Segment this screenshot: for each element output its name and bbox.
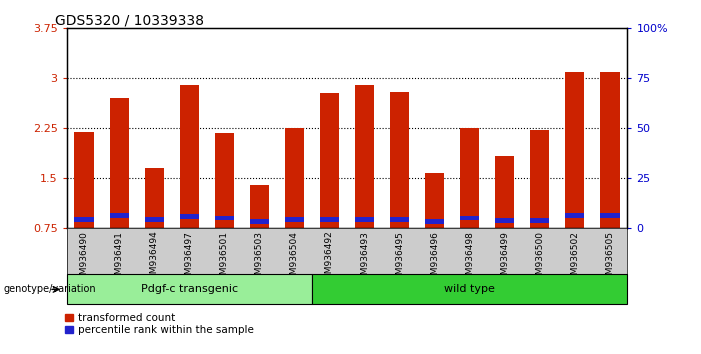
Text: GSM936492: GSM936492 bbox=[325, 231, 334, 285]
Bar bbox=[565, 72, 585, 228]
Bar bbox=[530, 218, 550, 223]
Bar bbox=[390, 92, 409, 228]
Bar bbox=[179, 85, 199, 228]
Text: wild type: wild type bbox=[444, 284, 495, 295]
Bar bbox=[600, 213, 620, 218]
Bar bbox=[67, 274, 312, 304]
Bar bbox=[390, 217, 409, 222]
Text: GSM936495: GSM936495 bbox=[395, 231, 404, 286]
Text: GSM936498: GSM936498 bbox=[465, 231, 474, 286]
Bar bbox=[495, 218, 515, 223]
Bar bbox=[74, 217, 94, 222]
Bar bbox=[320, 217, 339, 222]
Bar bbox=[179, 214, 199, 219]
Bar bbox=[250, 219, 269, 224]
Text: GSM936500: GSM936500 bbox=[536, 231, 544, 286]
Legend: transformed count, percentile rank within the sample: transformed count, percentile rank withi… bbox=[64, 313, 254, 335]
Bar bbox=[74, 132, 94, 228]
Bar bbox=[495, 156, 515, 228]
Bar bbox=[250, 185, 269, 228]
Text: GDS5320 / 10339338: GDS5320 / 10339338 bbox=[55, 13, 205, 27]
Bar bbox=[144, 169, 164, 228]
Bar bbox=[320, 93, 339, 228]
Bar bbox=[109, 213, 129, 218]
Text: GSM936503: GSM936503 bbox=[255, 231, 264, 286]
Text: GSM936496: GSM936496 bbox=[430, 231, 439, 286]
Bar bbox=[600, 72, 620, 228]
Text: GSM936505: GSM936505 bbox=[606, 231, 614, 286]
Bar bbox=[425, 219, 444, 224]
Bar bbox=[285, 129, 304, 228]
Text: GSM936501: GSM936501 bbox=[220, 231, 229, 286]
Bar bbox=[460, 129, 479, 228]
Text: GSM936499: GSM936499 bbox=[501, 231, 509, 286]
Bar bbox=[215, 216, 234, 220]
Text: GSM936497: GSM936497 bbox=[185, 231, 193, 286]
Bar bbox=[565, 213, 585, 218]
Bar bbox=[312, 274, 627, 304]
Text: GSM936494: GSM936494 bbox=[150, 231, 158, 285]
Bar bbox=[109, 98, 129, 228]
Text: GSM936504: GSM936504 bbox=[290, 231, 299, 286]
Text: genotype/variation: genotype/variation bbox=[4, 284, 96, 295]
Bar bbox=[285, 217, 304, 222]
Bar bbox=[355, 85, 374, 228]
Bar bbox=[425, 173, 444, 228]
Text: GSM936491: GSM936491 bbox=[115, 231, 123, 286]
Text: GSM936493: GSM936493 bbox=[360, 231, 369, 286]
Bar bbox=[530, 130, 550, 228]
Bar bbox=[215, 133, 234, 228]
Text: GSM936502: GSM936502 bbox=[571, 231, 579, 286]
Bar bbox=[355, 217, 374, 222]
Text: Pdgf-c transgenic: Pdgf-c transgenic bbox=[141, 284, 238, 295]
Bar bbox=[144, 217, 164, 222]
Bar bbox=[460, 216, 479, 220]
Text: GSM936490: GSM936490 bbox=[80, 231, 88, 286]
